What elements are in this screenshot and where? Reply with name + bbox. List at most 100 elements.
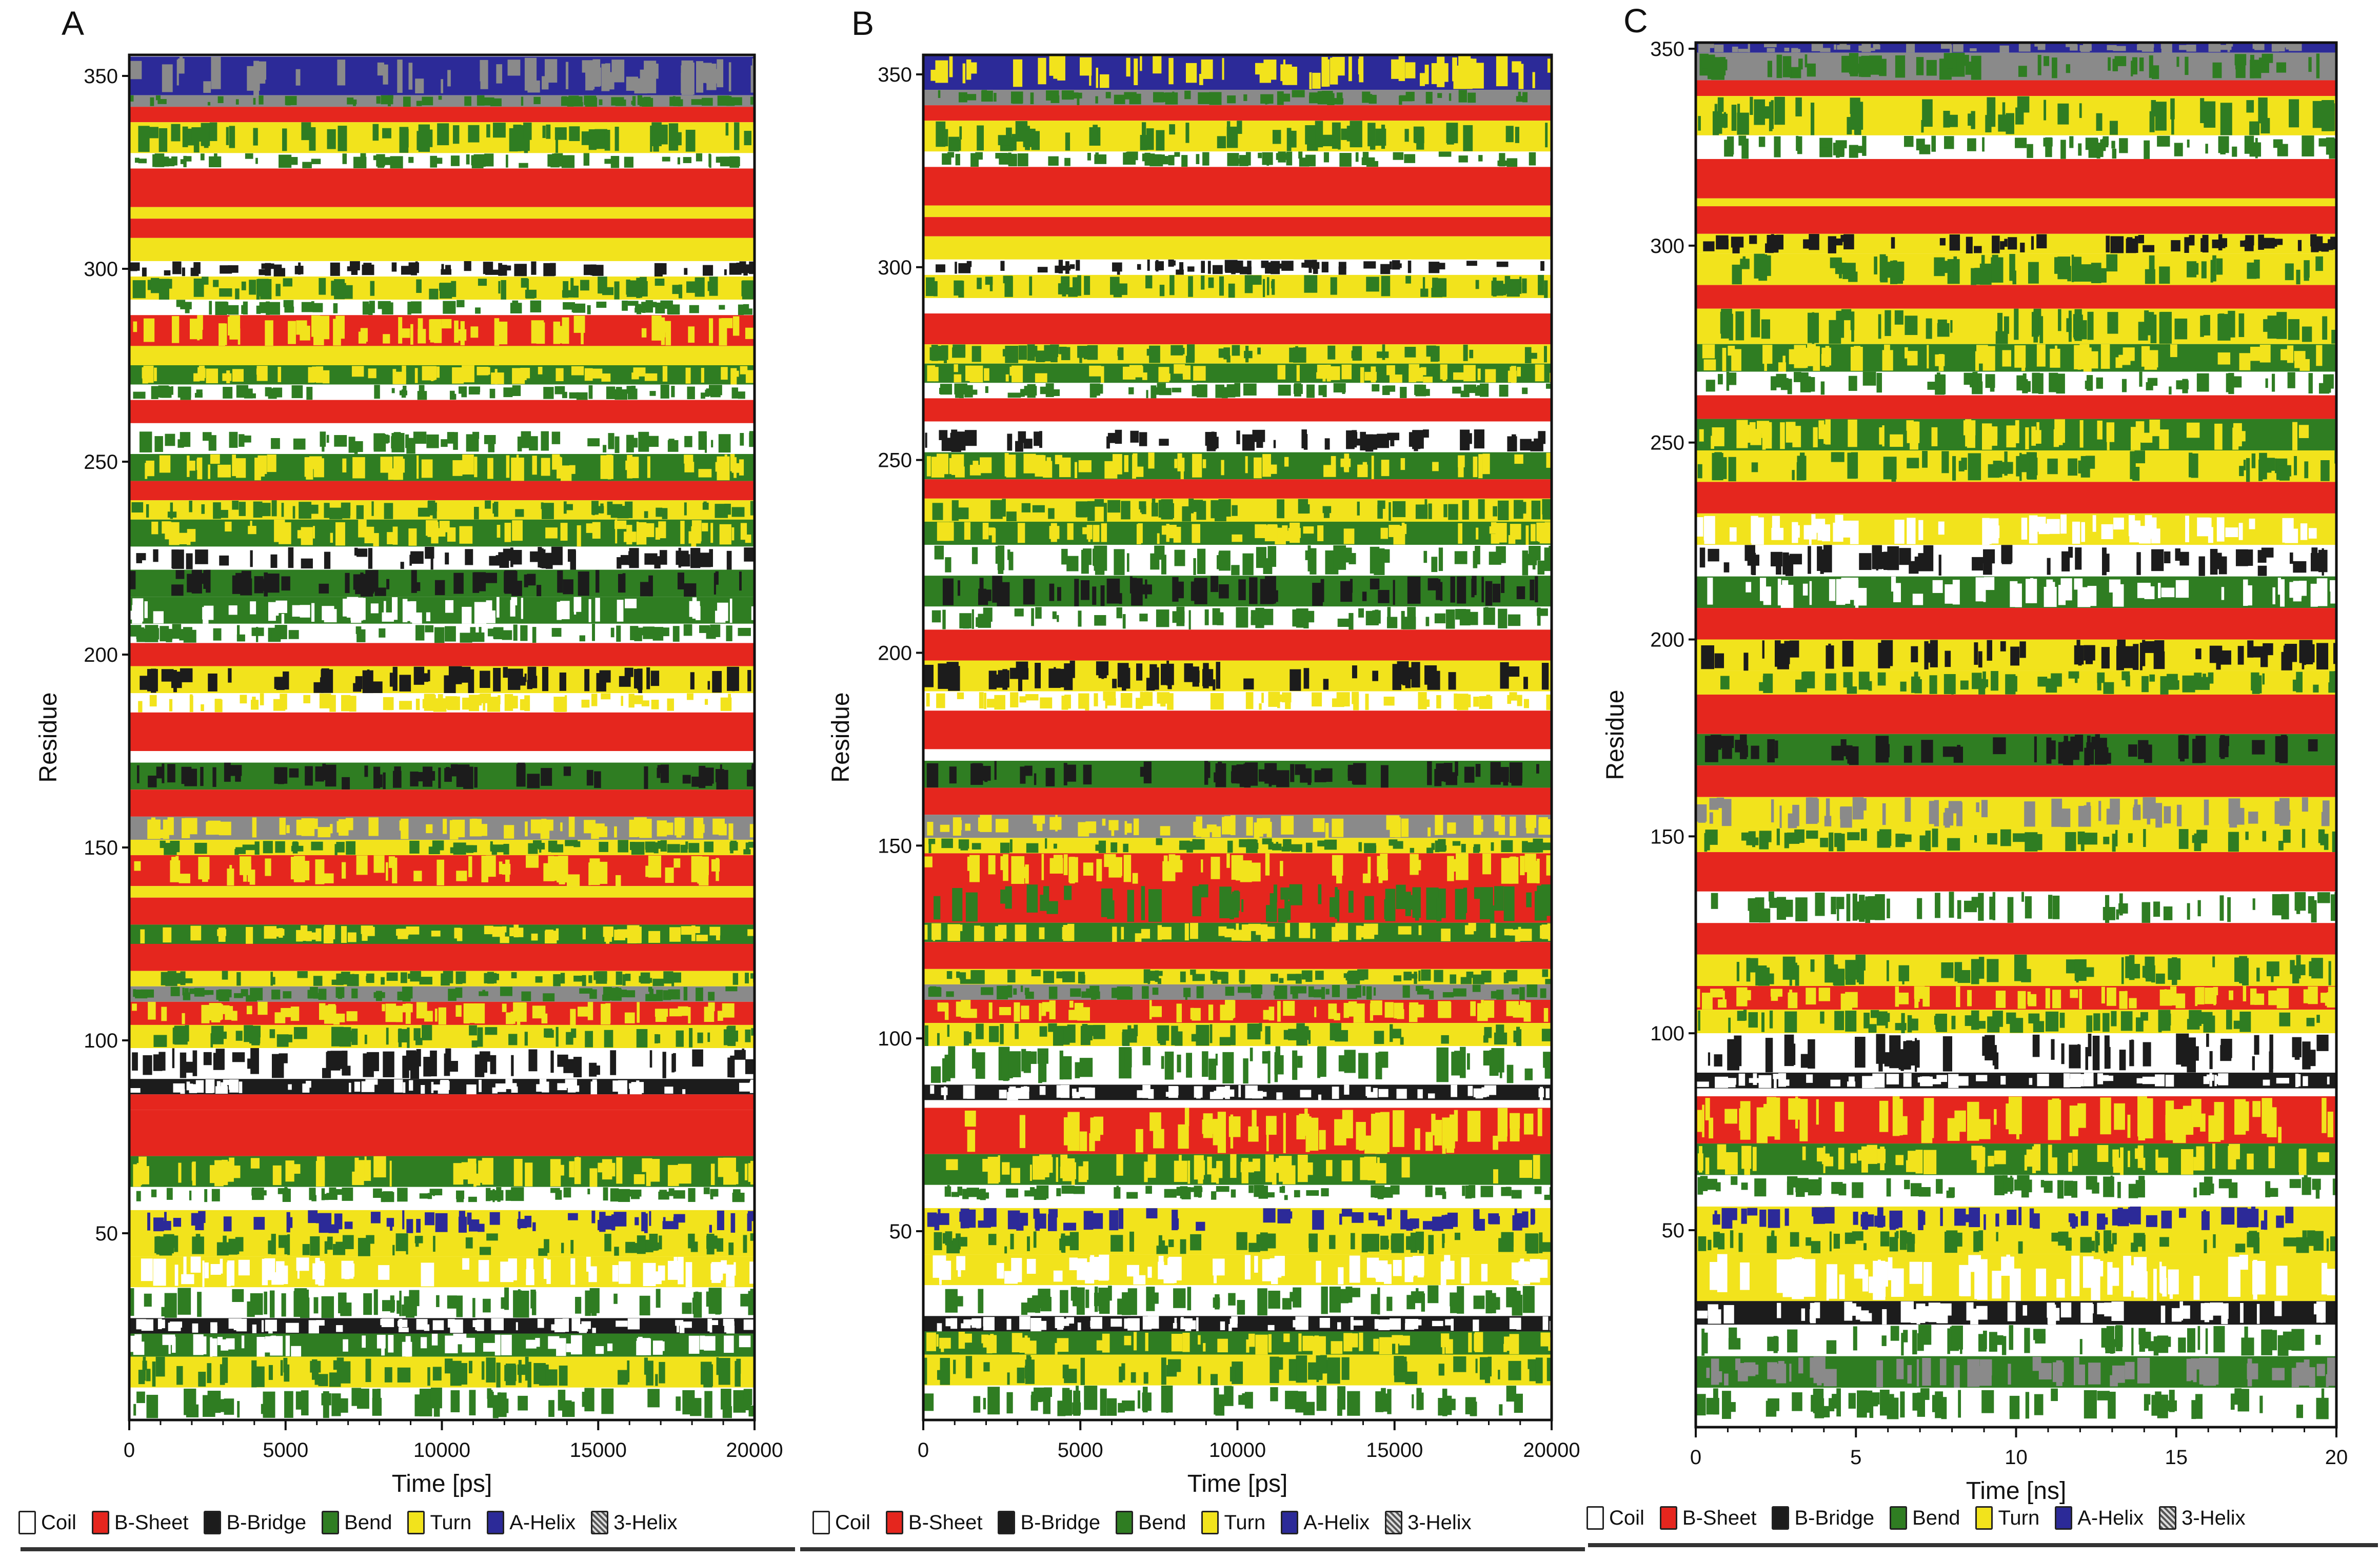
band-fleck-t	[265, 858, 271, 876]
band-fleck-b	[638, 681, 643, 694]
band-fleck-b	[351, 263, 358, 275]
band-fleck-s	[1461, 844, 1466, 853]
band-fleck-s	[551, 628, 562, 637]
band-fleck-s	[161, 279, 172, 289]
band-fleck-s	[738, 391, 745, 399]
band-fleck-t	[405, 1003, 411, 1024]
band-fleck-s	[1389, 502, 1391, 521]
band-fleck-c	[661, 1341, 665, 1351]
band-fleck-s	[1465, 611, 1478, 625]
band-fleck-t	[201, 704, 204, 712]
band-fleck-b	[1540, 261, 1544, 271]
band-fleck-s	[1221, 387, 1228, 399]
band-fleck-c	[1072, 1092, 1080, 1098]
band-fleck-t	[1135, 933, 1142, 942]
band-fleck-b	[1115, 429, 1122, 444]
band-fleck-c	[1276, 1092, 1283, 1100]
band-fleck-c	[939, 1260, 951, 1280]
band-fleck-t	[304, 457, 313, 477]
band-fleck-s	[1190, 969, 1196, 975]
band-fleck-s	[512, 300, 519, 311]
band-fleck-s	[503, 843, 509, 855]
band-fleck-t	[1360, 367, 1364, 383]
band-fleck-c	[478, 1260, 489, 1282]
band-fleck-s	[1284, 892, 1288, 919]
band-fleck-c	[202, 1260, 205, 1287]
band-fleck-t	[1313, 818, 1325, 832]
band-fleck-t	[182, 1013, 185, 1024]
band-fleck-b	[524, 574, 528, 587]
band-fleck-b	[186, 553, 193, 569]
band-fleck-c	[1254, 1256, 1258, 1273]
band-fleck-b	[1217, 761, 1222, 784]
band-fleck-b	[1405, 670, 1411, 688]
band-fleck-c	[153, 611, 164, 624]
band-fleck-t	[401, 818, 409, 839]
band-fleck-s	[1006, 1188, 1019, 1198]
band-fleck-s	[146, 504, 149, 518]
band-fleck-c	[466, 1084, 477, 1095]
band-fleck-s	[971, 609, 974, 629]
band-fleck-s	[397, 1367, 411, 1383]
band-fleck-s	[740, 433, 744, 446]
band-fleck-s	[1010, 1234, 1014, 1250]
band-fleck-s	[1494, 886, 1504, 911]
band-fleck-s	[1149, 345, 1160, 363]
band-fleck-g	[447, 70, 451, 87]
band-fleck-t	[1220, 1004, 1233, 1021]
band-fleck-t	[1537, 1108, 1542, 1136]
band-fleck-s	[688, 1233, 695, 1249]
band-fleck-s	[1039, 1026, 1047, 1037]
band-fleck-b	[1492, 583, 1501, 603]
band-fleck-c	[743, 1319, 755, 1330]
band-fleck-s	[150, 278, 160, 293]
band-t	[129, 666, 755, 694]
band-fleck-s	[1070, 988, 1081, 997]
band-fleck-s	[1095, 96, 1098, 104]
band-fleck-s	[447, 432, 454, 444]
band-fleck-s	[710, 1194, 713, 1199]
band-fleck-s	[1366, 94, 1373, 103]
band-fleck-s	[132, 280, 146, 299]
band-fleck-t	[1277, 365, 1286, 380]
band-fleck-t	[296, 819, 305, 836]
band-fleck-s	[133, 391, 146, 399]
band-fleck-s	[155, 1356, 165, 1377]
band-fleck-s	[541, 502, 544, 509]
band-fleck-c	[453, 1319, 461, 1328]
band-fleck-s	[1267, 1051, 1271, 1083]
band-fleck-s	[1315, 971, 1324, 980]
band-fleck-s	[1241, 899, 1244, 912]
band-fleck-b	[1137, 264, 1141, 270]
band-fleck-t	[926, 693, 930, 707]
band-fleck-s	[684, 502, 687, 516]
band-fleck-t	[398, 317, 403, 344]
band-fleck-s	[504, 1365, 517, 1382]
band-fleck-b	[691, 557, 700, 567]
band-fleck-t	[1134, 58, 1138, 86]
band-fleck-s	[626, 435, 634, 452]
band-fleck-s	[1306, 1190, 1319, 1196]
band-fleck-b	[464, 261, 471, 271]
band-fleck-s	[718, 434, 731, 453]
band-fleck-s	[171, 124, 181, 142]
band-fleck-c	[636, 1080, 640, 1088]
band-fleck-s	[166, 630, 173, 640]
band-fleck-h	[1049, 1210, 1053, 1227]
band-fleck-b	[374, 587, 386, 596]
band-fleck-c	[186, 1081, 190, 1091]
band-fleck-h	[223, 1216, 232, 1232]
band-fleck-s	[1503, 886, 1515, 921]
band-fleck-s	[606, 386, 616, 399]
band-fleck-t	[1160, 826, 1171, 836]
band-c	[129, 751, 755, 763]
band-fleck-t	[257, 455, 267, 475]
band-fleck-s	[1248, 1185, 1254, 1193]
band-fleck-s	[671, 386, 675, 398]
band-fleck-s	[1259, 1023, 1262, 1032]
band-fleck-s	[1230, 1025, 1236, 1045]
band-fleck-s	[342, 1235, 354, 1249]
band-fleck-c	[1231, 1316, 1238, 1324]
band-fleck-t	[531, 933, 538, 941]
band-fleck-h	[1400, 1210, 1407, 1230]
